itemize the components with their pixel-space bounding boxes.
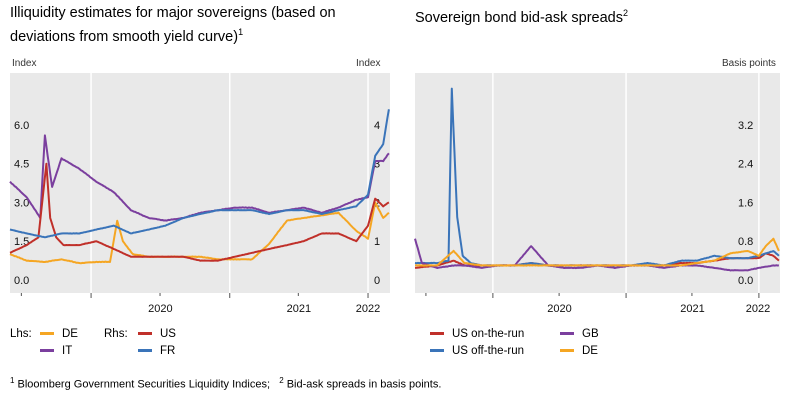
chart-1-ytick-right-2: 2	[374, 197, 380, 209]
chart-1-title-footnote: 1	[238, 27, 244, 37]
chart-2-xtick-label-2021: 2021	[680, 303, 704, 315]
legend-label-fr: FR	[160, 344, 176, 357]
legend-rhs-label: Rhs:	[104, 327, 128, 340]
legend-swatch-de-2	[560, 349, 574, 352]
chart-2-ytick-right-2.4: 2.4	[738, 159, 753, 171]
chart-1-series-de	[9, 201, 390, 265]
chart-1-series-it	[9, 134, 390, 222]
chart-1-title: Illiquidity estimates for major sovereig…	[10, 4, 390, 47]
legend-swatch-fr	[138, 349, 152, 352]
legend-swatch-gb	[560, 332, 574, 335]
chart-1-ytick-left-4.5: 4.5	[14, 159, 29, 171]
chart-1-legend: Lhs: DE Rhs: US IT FR	[10, 325, 176, 359]
legend-label-it: IT	[62, 344, 73, 357]
chart-2-title-footnote: 2	[622, 8, 628, 18]
footnote-2-mark: 2	[279, 376, 284, 385]
legend-label-us-off-the-run: US off-the-run	[452, 344, 525, 357]
chart-1-xtick-label-2021: 2021	[287, 303, 311, 315]
chart-2-legend: US on-the-run GB US off-the-run DE	[430, 325, 599, 359]
chart-1-title-text: Illiquidity estimates for major sovereig…	[10, 5, 336, 45]
chart-2-title-text: Sovereign bond bid-ask spreads	[415, 9, 623, 26]
chart-2-xtick-label-2020: 2020	[547, 303, 571, 315]
footnote-1-mark: 1	[10, 376, 15, 385]
chart-2-ytick-right-3.2: 3.2	[738, 120, 753, 132]
chart-2-ytick-right-0.8: 0.8	[738, 236, 753, 248]
chart-1-ytick-right-4: 4	[374, 120, 380, 132]
chart-1-left-unit: Index	[12, 58, 37, 69]
chart-2-ytick-right-1.6: 1.6	[738, 197, 753, 209]
legend-label-gb: GB	[582, 327, 599, 340]
legend-label-de: DE	[62, 327, 78, 340]
chart-1-ytick-left-6.0: 6.0	[14, 120, 29, 132]
chart-1-ytick-right-1: 1	[374, 236, 380, 248]
legend-swatch-us	[138, 332, 152, 335]
chart-1-ytick-left-0.0: 0.0	[14, 275, 29, 287]
footnote-2-text: Bid-ask spreads in basis points.	[286, 378, 442, 391]
chart-1-right-unit: Index	[356, 58, 381, 69]
footnotes: 1 Bloomberg Government Securities Liquid…	[10, 376, 441, 391]
legend-label-us: US	[160, 327, 176, 340]
chart-1-series-us	[9, 162, 390, 262]
chart-1-ytick-right-3: 3	[374, 159, 380, 171]
chart-1-ytick-right-0: 0	[374, 275, 380, 287]
chart-2-xtick-label-2022: 2022	[746, 303, 770, 315]
chart-1-xtick-label-2020: 2020	[148, 303, 172, 315]
chart-2-title: Sovereign bond bid-ask spreads2	[415, 4, 795, 28]
chart-1-ytick-left-1.5: 1.5	[14, 236, 29, 248]
legend-label-de-2: DE	[582, 344, 598, 357]
legend-swatch-us-on-the-run	[430, 332, 444, 335]
chart-1-ytick-left-3.0: 3.0	[14, 197, 29, 209]
footnote-1-text: Bloomberg Government Securities Liquidit…	[17, 378, 271, 391]
legend-label-us-on-the-run: US on-the-run	[452, 327, 525, 340]
legend-swatch-it	[40, 349, 54, 352]
chart-1-series-fr	[9, 109, 390, 239]
legend-swatch-de	[40, 332, 54, 335]
chart-2-series-us-off-the-run	[414, 87, 780, 267]
legend-lhs-label: Lhs:	[10, 327, 32, 340]
chart-2-right-unit: Basis points	[722, 58, 776, 69]
legend-swatch-us-off-the-run	[430, 349, 444, 352]
chart-2-ytick-right-0.0: 0.0	[738, 275, 753, 287]
chart-1-xtick-label-2022: 2022	[356, 303, 380, 315]
chart-2-series-de	[415, 237, 780, 267]
